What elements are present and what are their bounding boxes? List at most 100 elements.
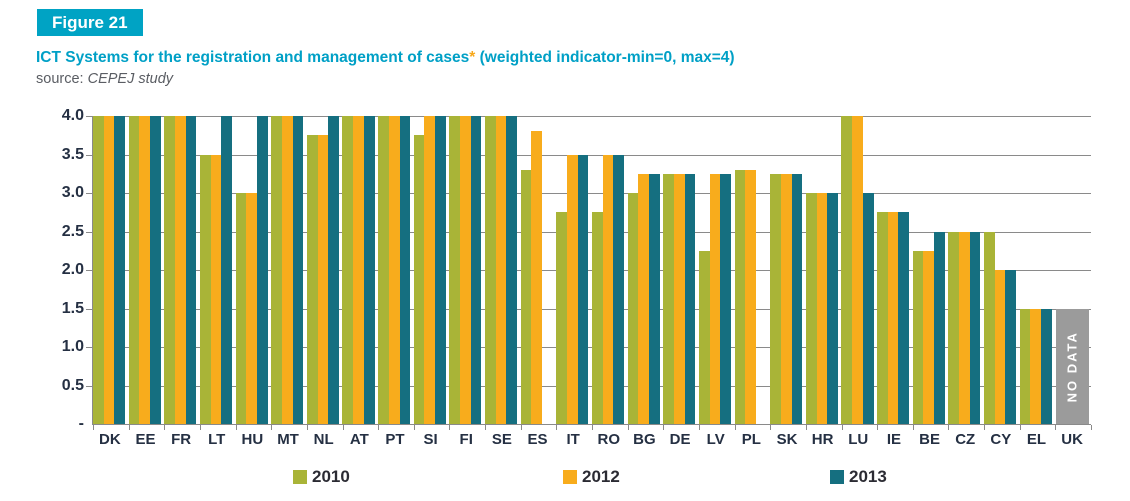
bar-group-fr bbox=[164, 116, 200, 424]
x-axis-label-de: DE bbox=[669, 431, 691, 448]
x-axis-tick bbox=[805, 425, 807, 430]
x-axis-tick bbox=[271, 425, 273, 430]
bar-sk-2012 bbox=[780, 173, 792, 424]
bar-group-uk: NO DATA bbox=[1055, 116, 1091, 424]
bar-cz-2013 bbox=[969, 231, 981, 424]
x-axis-tick bbox=[306, 425, 308, 430]
chart-source: source: CEPEJ study bbox=[36, 71, 173, 87]
bar-hu-2012 bbox=[246, 193, 257, 424]
gridline bbox=[93, 154, 1091, 156]
bar-ro-2010 bbox=[591, 212, 603, 424]
x-axis-label-uk: UK bbox=[1061, 431, 1083, 448]
bar-de-2010 bbox=[663, 173, 674, 424]
y-axis-label: - bbox=[78, 415, 84, 432]
bar-nl-2013 bbox=[328, 116, 339, 424]
bar-dk-2013 bbox=[114, 116, 126, 424]
bar-si-2013 bbox=[435, 116, 446, 424]
bar-mt-2013 bbox=[292, 116, 304, 424]
bar-el-2010 bbox=[1019, 308, 1031, 424]
x-axis-label-el: EL bbox=[1026, 431, 1047, 448]
bar-group-at bbox=[342, 116, 378, 424]
bar-pl-2012 bbox=[745, 169, 756, 424]
bar-it-2010 bbox=[556, 212, 568, 424]
x-axis-tick bbox=[128, 425, 130, 430]
legend-item-2012: 2012 bbox=[563, 467, 620, 487]
y-axis-label: 2.5 bbox=[61, 222, 84, 240]
y-axis-label: 0.5 bbox=[61, 376, 84, 394]
legend-label-2010: 2010 bbox=[312, 467, 350, 486]
bar-se-2010 bbox=[485, 116, 496, 424]
x-axis-label-ee: EE bbox=[135, 431, 156, 448]
bar-ee-2012 bbox=[139, 116, 151, 424]
bar-lt-2012 bbox=[210, 154, 222, 424]
bar-group-cy bbox=[984, 116, 1020, 424]
x-axis-label-cy: CY bbox=[990, 431, 1012, 448]
bar-lu-2010 bbox=[841, 116, 853, 424]
bar-group-sk bbox=[770, 116, 806, 424]
x-axis-tick bbox=[698, 425, 700, 430]
x-axis-label-nl: NL bbox=[313, 431, 334, 448]
bar-group-be bbox=[912, 116, 949, 424]
bar-el-2013 bbox=[1041, 308, 1052, 424]
x-axis-label-bg: BG bbox=[633, 431, 656, 448]
bar-group-cz bbox=[948, 116, 984, 424]
x-axis-label-si: SI bbox=[423, 431, 438, 448]
x-axis-tick bbox=[912, 425, 914, 430]
x-axis-label-fr: FR bbox=[171, 431, 192, 448]
bar-lu-2012 bbox=[852, 116, 863, 424]
bar-bg-2012 bbox=[638, 173, 649, 424]
bar-group-si bbox=[413, 116, 450, 424]
bar-ee-2010 bbox=[128, 116, 140, 424]
x-axis-label-es: ES bbox=[527, 431, 548, 448]
bar-ro-2013 bbox=[613, 154, 625, 424]
bar-group-lt bbox=[199, 116, 236, 424]
bar-bg-2010 bbox=[627, 193, 639, 424]
y-axis-label: 2.0 bbox=[61, 261, 84, 278]
y-axis-tick bbox=[86, 270, 92, 271]
bar-hu-2013 bbox=[256, 116, 268, 424]
x-axis-tick bbox=[948, 425, 950, 430]
no-data-bar-uk: NO DATA bbox=[1056, 308, 1089, 424]
bar-si-2010 bbox=[413, 135, 425, 424]
legend-item-2013: 2013 bbox=[830, 467, 887, 487]
y-axis-tick bbox=[86, 116, 92, 117]
x-axis-tick bbox=[378, 425, 380, 430]
bar-hr-2012 bbox=[816, 193, 828, 424]
bar-fi-2010 bbox=[449, 116, 461, 424]
bar-cz-2012 bbox=[959, 231, 970, 424]
y-axis-label: 3.5 bbox=[61, 145, 84, 163]
bar-hu-2010 bbox=[235, 193, 247, 424]
bar-ro-2012 bbox=[602, 154, 614, 424]
y-axis-label: 3.0 bbox=[61, 184, 84, 201]
bar-group-lv bbox=[698, 116, 735, 424]
bar-ie-2010 bbox=[877, 212, 888, 424]
bar-at-2010 bbox=[342, 116, 354, 424]
bar-lt-2010 bbox=[199, 154, 211, 424]
x-axis-label-cz: CZ bbox=[955, 431, 976, 448]
y-axis-tick bbox=[86, 308, 92, 310]
bar-sk-2013 bbox=[791, 173, 803, 424]
bar-ie-2012 bbox=[887, 212, 899, 424]
x-axis-label-pl: PL bbox=[741, 431, 761, 448]
bar-group-fi bbox=[449, 116, 485, 424]
x-axis-label-fi: FI bbox=[459, 431, 473, 448]
x-axis-label-ie: IE bbox=[886, 431, 901, 448]
source-prefix: source: bbox=[36, 71, 88, 87]
bar-group-ro bbox=[591, 116, 628, 424]
bar-pl-2010 bbox=[734, 169, 746, 424]
bar-cy-2012 bbox=[994, 270, 1006, 424]
bar-group-ie bbox=[877, 116, 913, 424]
y-axis-tick bbox=[86, 154, 92, 156]
x-axis-tick bbox=[164, 425, 166, 430]
bar-hr-2013 bbox=[827, 193, 838, 424]
no-data-label: NO DATA bbox=[1064, 330, 1080, 402]
bar-group-bg bbox=[627, 116, 664, 424]
x-axis-tick bbox=[93, 425, 94, 430]
bar-group-pl bbox=[734, 116, 771, 424]
bar-cy-2010 bbox=[984, 231, 995, 424]
bar-pt-2013 bbox=[399, 116, 411, 424]
bar-bg-2013 bbox=[648, 173, 660, 424]
figure-badge: Figure 21 bbox=[37, 9, 143, 36]
bar-be-2013 bbox=[934, 231, 945, 424]
x-axis-tick bbox=[1019, 425, 1021, 430]
